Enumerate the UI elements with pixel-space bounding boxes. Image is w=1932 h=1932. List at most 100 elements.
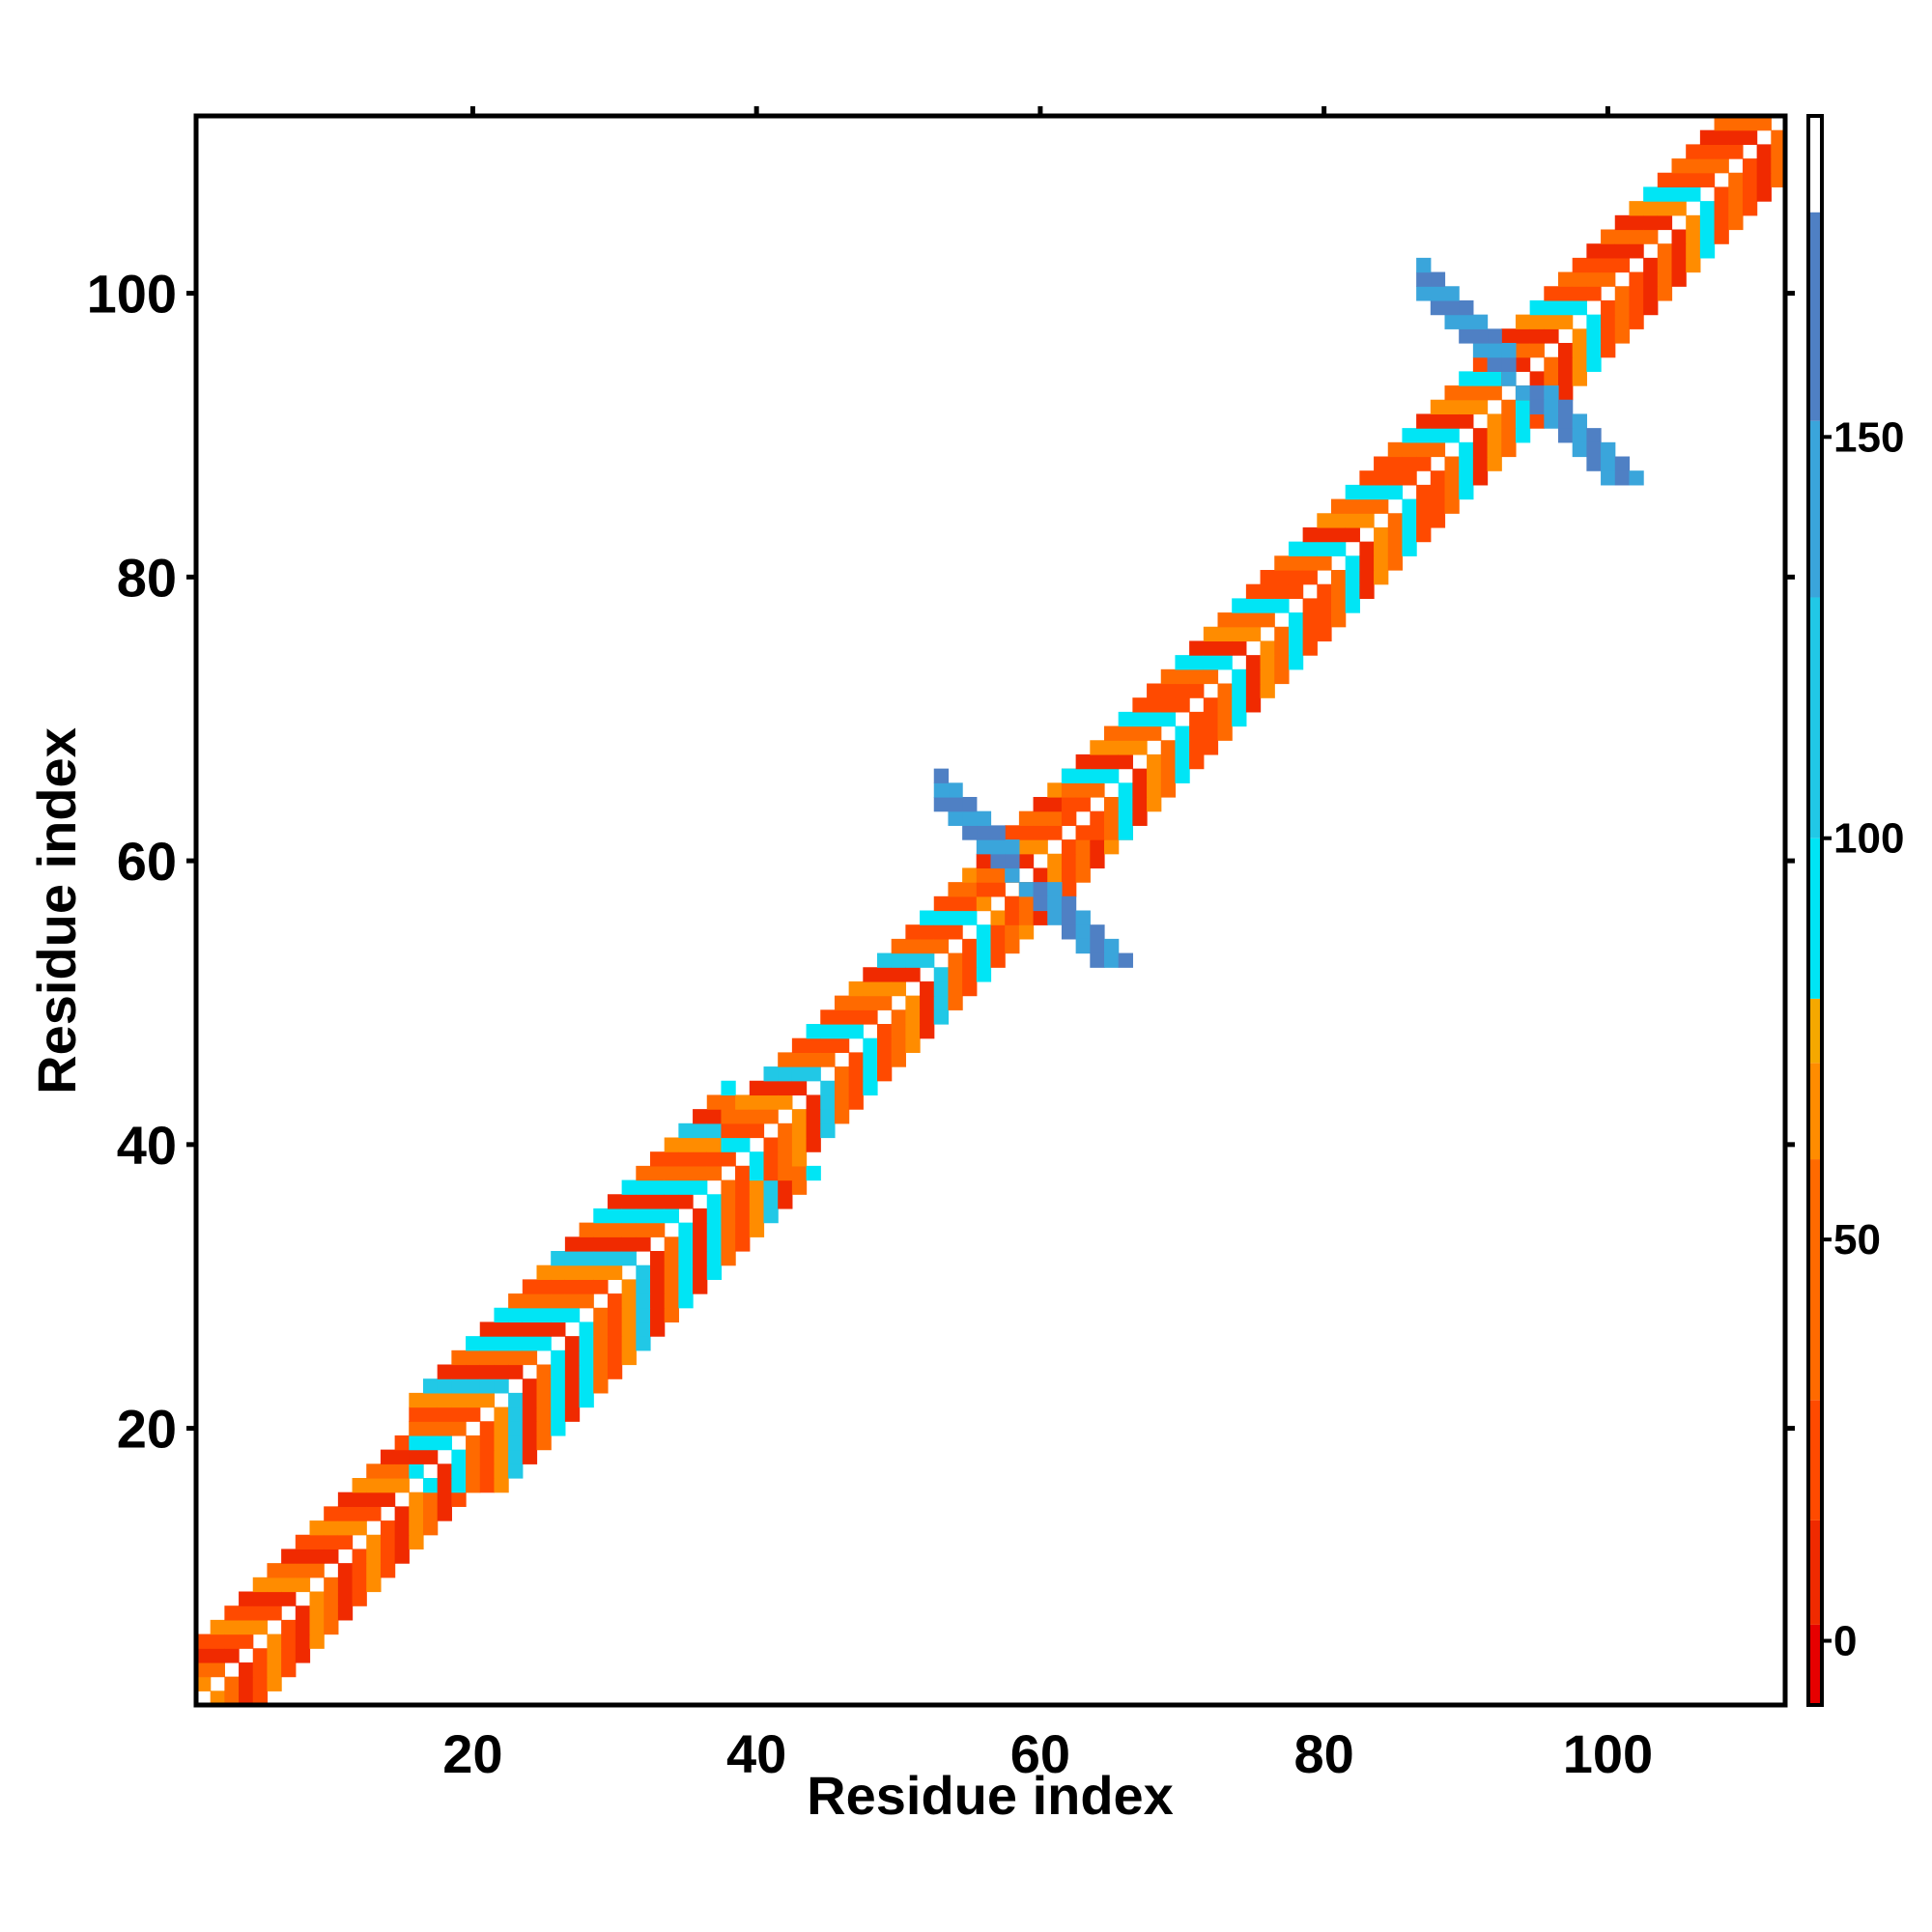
heatmap-cell: [664, 1251, 679, 1266]
heatmap-cell: [1047, 810, 1063, 826]
heatmap-cell: [1487, 328, 1502, 344]
heatmap-cell: [352, 1478, 367, 1493]
heatmap-cell: [267, 1662, 282, 1678]
heatmap-cell: [1104, 768, 1120, 783]
heatmap-cell: [877, 967, 893, 982]
heatmap-cell: [1501, 428, 1517, 443]
heatmap-cell: [664, 1194, 679, 1209]
heatmap-cell: [1430, 413, 1446, 429]
heatmap-cell: [1529, 343, 1545, 358]
heatmap-cell: [706, 1165, 723, 1181]
heatmap-cell: [1245, 626, 1262, 642]
heatmap-cell: [281, 1577, 297, 1593]
colorbar-segment: [1808, 116, 1822, 213]
heatmap-cell: [1686, 214, 1701, 231]
heatmap-cell: [508, 1392, 524, 1408]
heatmap-cell: [607, 1222, 623, 1237]
heatmap-cell: [522, 1279, 538, 1294]
heatmap-cell: [1387, 441, 1404, 458]
x-axis-title: Residue index: [807, 1765, 1174, 1826]
heatmap-cell: [1132, 725, 1148, 741]
heatmap-cell: [1175, 753, 1190, 770]
heatmap-cell: [210, 1619, 225, 1635]
heatmap-cell: [763, 1109, 779, 1124]
heatmap-cell: [664, 1208, 679, 1224]
heatmap-cell: [508, 1449, 524, 1464]
heatmap-cell: [1614, 286, 1631, 301]
heatmap-cell: [494, 1421, 509, 1436]
heatmap-cell: [394, 1449, 410, 1464]
heatmap-cell: [976, 952, 992, 968]
heatmap-cell: [1699, 172, 1716, 188]
heatmap-cell: [1558, 314, 1574, 329]
heatmap-cell: [636, 1165, 651, 1181]
heatmap-cell: [494, 1364, 509, 1379]
heatmap-cell: [1104, 952, 1120, 968]
heatmap-cell: [252, 1676, 269, 1691]
heatmap-cell: [564, 1392, 581, 1408]
heatmap-cell: [1699, 243, 1716, 259]
x-axis: 20 40 60 80 100: [442, 106, 1653, 1784]
heatmap-cell: [848, 980, 864, 997]
heatmap-cell: [423, 1421, 439, 1436]
heatmap-cell: [1444, 428, 1460, 443]
heatmap-cell: [423, 1406, 439, 1422]
heatmap-cell: [1118, 711, 1133, 727]
heatmap-cell: [564, 1264, 581, 1280]
heatmap-cell: [1232, 697, 1247, 713]
heatmap-cell: [650, 1208, 666, 1224]
heatmap-cell: [1245, 697, 1262, 713]
heatmap-cell: [1075, 797, 1091, 812]
heatmap-cell: [593, 1236, 609, 1252]
heatmap-cell: [791, 1151, 808, 1167]
heatmap-cell: [1601, 441, 1616, 458]
heatmap-cell: [1472, 441, 1489, 458]
heatmap-cell: [466, 1435, 481, 1451]
heatmap-cell: [1033, 867, 1048, 883]
heatmap-cell: [437, 1506, 452, 1521]
heatmap-cell: [366, 1478, 382, 1493]
heatmap-cell: [1374, 541, 1389, 556]
heatmap-cell: [650, 1165, 666, 1181]
heatmap-cell: [1714, 214, 1729, 231]
heatmap-cell: [1387, 526, 1404, 543]
heatmap-cell: [409, 1435, 424, 1451]
heatmap-cell: [1472, 399, 1489, 415]
heatmap-cell: [564, 1378, 581, 1394]
heatmap-cell: [678, 1251, 694, 1266]
heatmap-cell: [1444, 484, 1460, 500]
heatmap-cell: [1047, 910, 1063, 925]
heatmap-cell: [1728, 129, 1744, 145]
heatmap-cell: [593, 1307, 609, 1323]
heatmap-cell: [1345, 583, 1360, 599]
heatmap-cell: [579, 1321, 594, 1337]
heatmap-cell: [636, 1194, 651, 1209]
heatmap-cell: [1643, 214, 1659, 231]
heatmap-cell: [820, 1122, 836, 1139]
heatmap-cell: [494, 1478, 509, 1493]
heatmap-cell: [508, 1435, 524, 1451]
heatmap-cell: [1005, 938, 1020, 954]
heatmap-cell: [324, 1506, 339, 1521]
heatmap-cell: [295, 1648, 311, 1663]
heatmap-cell: [1416, 484, 1432, 500]
heatmap-cell: [706, 1236, 723, 1252]
heatmap-cell: [196, 1634, 212, 1649]
heatmap-cell: [409, 1492, 424, 1507]
heatmap-cell: [1402, 498, 1417, 514]
heatmap-cell: [621, 1321, 637, 1337]
heatmap-cell: [309, 1634, 325, 1649]
heatmap-cell: [579, 1392, 594, 1408]
heatmap-cell: [1160, 782, 1177, 798]
heatmap-cell: [1189, 711, 1205, 727]
heatmap-cell: [224, 1690, 240, 1706]
heatmap-cell: [1699, 158, 1716, 174]
heatmap-cell: [1671, 158, 1687, 174]
heatmap-cell: [607, 1293, 623, 1309]
heatmap-cell: [1601, 314, 1616, 329]
heatmap-cell: [239, 1662, 254, 1678]
heatmap-cell: [267, 1591, 282, 1606]
heatmap-cell: [664, 1236, 679, 1252]
heatmap-cell: [1586, 257, 1602, 273]
heatmap-cell: [579, 1350, 594, 1366]
